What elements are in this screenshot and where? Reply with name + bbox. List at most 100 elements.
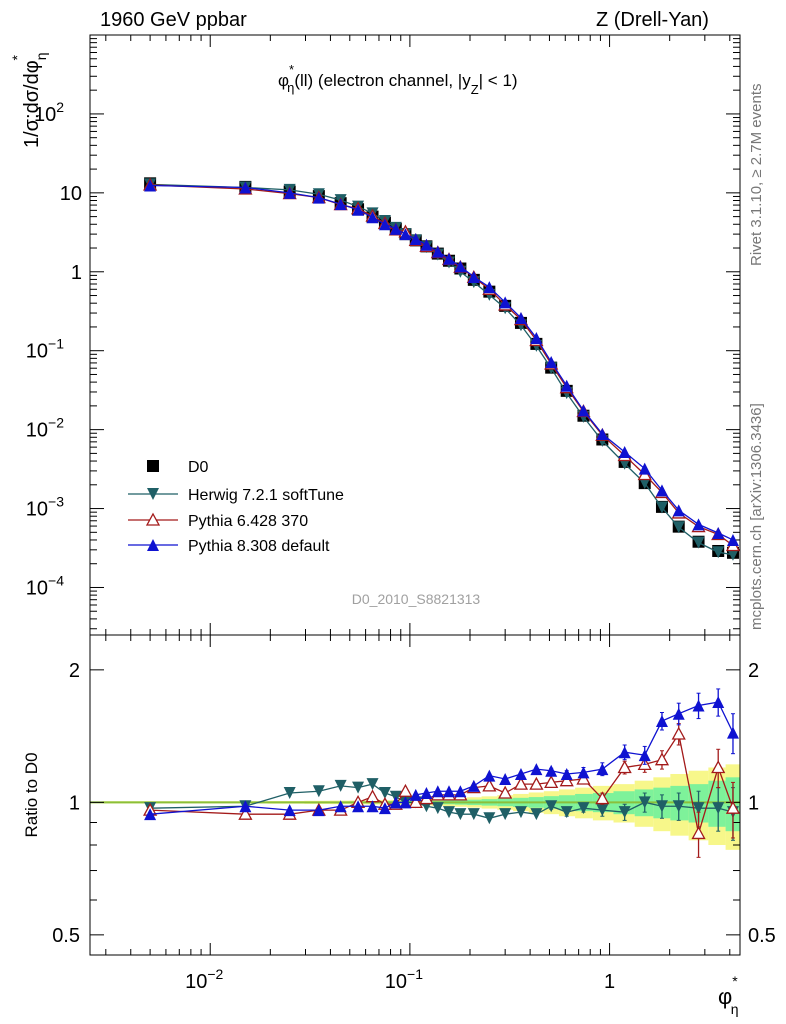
ratio-data-point xyxy=(545,800,558,813)
ratio-data-point xyxy=(312,785,325,798)
ratio-data-point xyxy=(671,726,686,740)
main-data-point xyxy=(378,218,391,231)
ratio-data-point xyxy=(655,715,668,728)
ratio-data-point xyxy=(725,800,741,814)
ratio-data-point xyxy=(577,802,590,815)
ratio-data-point xyxy=(692,802,705,815)
ratio-data-point xyxy=(514,806,527,819)
ratio-data-point xyxy=(431,785,444,798)
ratio-data-point xyxy=(378,802,391,815)
main-data-point xyxy=(545,355,558,368)
main-data-point xyxy=(712,527,725,540)
main-data-point xyxy=(283,186,296,199)
legend-label: D0 xyxy=(188,459,209,476)
ratio-data-point xyxy=(483,769,496,782)
ratio-data-point xyxy=(283,804,296,817)
ratio-data-point xyxy=(559,773,574,787)
ratio-data-point xyxy=(560,806,573,819)
ratio-data-point xyxy=(726,726,739,739)
analysis-label: D0_2010_S8821313 xyxy=(352,591,481,607)
main-data-point xyxy=(467,270,480,283)
main-data-point xyxy=(560,379,573,392)
mcplots-label: mcplots.cern.ch [arXiv:1306.3436] xyxy=(748,403,765,630)
main-data-point xyxy=(483,281,496,294)
y-tick-label: 10−3 xyxy=(26,494,64,521)
main-data-point xyxy=(334,198,347,211)
ratio-data-point xyxy=(334,779,347,792)
ratio-y-tick-label: 2 xyxy=(69,660,80,682)
ratio-data-point xyxy=(545,764,558,777)
ratio-data-point xyxy=(483,812,496,825)
ratio-y-axis-label: Ratio to D0 xyxy=(22,752,41,837)
ratio-data-point xyxy=(596,763,609,776)
ratio-data-point xyxy=(366,800,379,813)
legend-label: Herwig 7.2.1 softTune xyxy=(188,487,344,504)
ratio-data-point xyxy=(530,808,543,821)
ratio-data-point xyxy=(312,804,325,817)
ratio-data-point xyxy=(617,760,632,774)
main-data-point xyxy=(454,260,467,273)
main-data-point xyxy=(596,428,609,441)
ratio-data-point xyxy=(431,802,444,815)
y-tick-label: 10−4 xyxy=(26,572,64,599)
ratio-y-tick-label-right: 0.5 xyxy=(748,925,776,947)
ratio-y-tick-label-right: 2 xyxy=(748,660,759,682)
legend-marker xyxy=(145,512,161,526)
main-data-point xyxy=(420,238,433,251)
ratio-data-point xyxy=(618,806,631,819)
ratio-data-point xyxy=(654,752,670,766)
y-tick-label: 1 xyxy=(71,262,82,284)
main-data-point xyxy=(692,536,705,549)
main-data-point xyxy=(499,296,512,309)
ratio-data-point xyxy=(672,707,685,720)
legend-label: Pythia 6.428 370 xyxy=(188,513,308,530)
ratio-data-point xyxy=(691,826,706,840)
ratio-data-point xyxy=(238,806,253,820)
ratio-data-point xyxy=(443,785,456,798)
main-data-point xyxy=(352,203,365,216)
ratio-y-tick-label-right: 1 xyxy=(748,792,759,814)
legend-marker xyxy=(147,488,159,500)
ratio-data-point xyxy=(482,778,497,792)
main-data-point xyxy=(514,311,527,324)
ratio-data-point xyxy=(443,806,456,819)
ratio-data-point xyxy=(544,775,559,789)
ratio-data-point xyxy=(672,800,685,813)
main-data-point xyxy=(577,404,590,417)
ratio-data-point xyxy=(409,788,422,801)
ratio-data-point xyxy=(283,787,296,800)
x-axis-label: φ* η xyxy=(718,973,739,1017)
x-tick-label: 10−1 xyxy=(385,966,423,993)
main-data-point xyxy=(726,533,739,546)
ratio-data-point xyxy=(454,808,467,821)
ratio-data-point xyxy=(529,776,544,790)
ratio-data-point xyxy=(334,800,347,813)
main-y-axis-label: 1/σ;dσ/dφη* xyxy=(9,53,49,149)
x-tick-label: 10−2 xyxy=(185,966,223,993)
ratio-data-point xyxy=(514,767,527,780)
main-data-point xyxy=(672,521,685,534)
ratio-data-point xyxy=(389,796,402,809)
main-data-point xyxy=(692,518,705,531)
ratio-frame xyxy=(89,634,741,956)
y-tick-label: 10−1 xyxy=(26,336,64,363)
main-data-point xyxy=(431,245,444,258)
main-data-point xyxy=(530,331,543,344)
ratio-data-point xyxy=(454,785,467,798)
main-data-point xyxy=(672,504,685,517)
ratio-data-point xyxy=(692,699,705,712)
ratio-data-point xyxy=(408,794,423,809)
ratio-data-point xyxy=(398,783,413,797)
ratio-data-point xyxy=(560,767,573,780)
main-data-point xyxy=(638,462,651,475)
main-data-point xyxy=(618,446,631,459)
ratio-data-point xyxy=(595,791,610,805)
ratio-data-point xyxy=(577,766,590,779)
ratio-data-point xyxy=(239,800,252,813)
legend-label: Pythia 8.308 default xyxy=(188,538,330,555)
ratio-data-point xyxy=(638,749,651,762)
plot-title: φ* η(ll) (electron channel, |yZ| < 1) xyxy=(278,62,518,97)
ratio-data-point xyxy=(144,808,157,821)
legend-marker xyxy=(147,460,159,472)
